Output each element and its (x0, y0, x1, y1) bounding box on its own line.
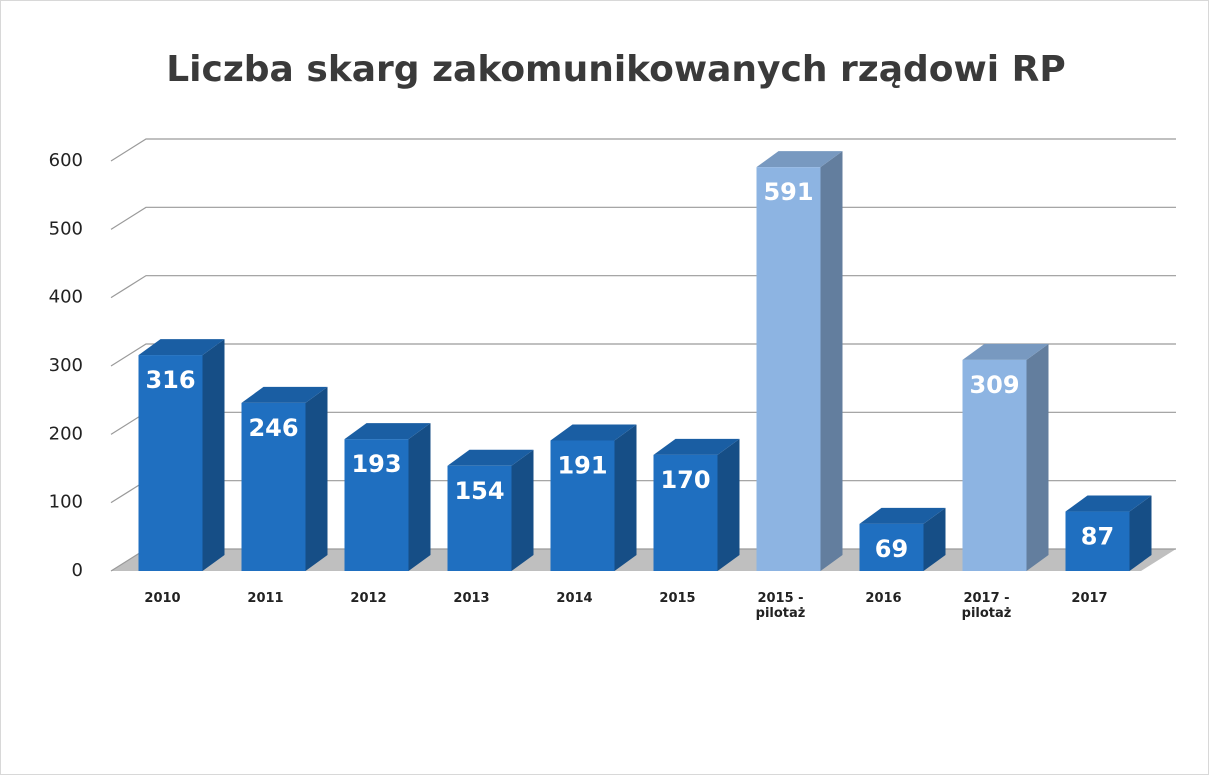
bar (1065, 511, 1130, 571)
bar (138, 355, 203, 571)
bar-top (962, 343, 1049, 360)
x-tick-label: 2017 - pilotaż (961, 591, 1012, 621)
chart-title: Liczba skarg zakomunikowanych rządowi RP (166, 49, 1066, 90)
bar-top (550, 424, 637, 441)
data-label: 170 (660, 466, 710, 494)
data-label: 87 (1081, 523, 1114, 551)
grid-line (110, 206, 1176, 230)
x-tick-label: 2015 (659, 591, 696, 606)
bar (653, 454, 718, 571)
data-label: 316 (145, 366, 195, 394)
bar (344, 439, 409, 571)
grid-line (110, 138, 1176, 162)
y-tick-label: 200 (49, 423, 83, 444)
data-label: 69 (875, 535, 908, 563)
y-tick-label: 400 (49, 287, 83, 308)
y-tick-label: 0 (72, 560, 83, 581)
bar (962, 359, 1027, 571)
data-label: 246 (248, 414, 298, 442)
bar-side (305, 386, 328, 571)
bar-top (756, 151, 843, 168)
bar (756, 167, 821, 571)
bar-top (138, 339, 225, 356)
x-tick-label: 2011 (247, 591, 284, 606)
x-tick-label: 2016 (865, 591, 902, 606)
bar-side (820, 151, 843, 571)
bar-top (241, 386, 328, 403)
bar-side (717, 438, 740, 571)
data-label: 154 (454, 477, 504, 505)
x-tick-label: 2013 (453, 591, 490, 606)
data-label: 591 (763, 178, 813, 206)
bar-side (614, 424, 637, 571)
bar (241, 402, 306, 571)
grid-line (110, 275, 1176, 299)
bar (550, 440, 615, 571)
x-tick-label: 2015 - pilotaż (755, 591, 806, 621)
y-tick-label: 500 (49, 218, 83, 239)
bar-side (202, 339, 225, 571)
bar-top (859, 507, 946, 524)
bar (859, 523, 924, 571)
x-tick-label: 2010 (144, 591, 181, 606)
data-label: 193 (351, 450, 401, 478)
bar-top (1065, 495, 1152, 512)
bar-side (1129, 495, 1152, 571)
y-tick-label: 300 (49, 355, 83, 376)
bar-top (653, 438, 740, 455)
x-tick-label: 2014 (556, 591, 593, 606)
x-tick-label: 2012 (350, 591, 387, 606)
data-label: 191 (557, 451, 607, 479)
y-tick-label: 600 (49, 150, 83, 171)
bar (447, 465, 512, 571)
x-tick-label: 2017 (1071, 591, 1108, 606)
bar-top (447, 449, 534, 466)
bar-side (408, 423, 431, 571)
bar-top (344, 423, 431, 440)
bar-side (1026, 343, 1049, 571)
data-label: 309 (969, 371, 1019, 399)
bar-side (511, 449, 534, 571)
y-tick-label: 100 (49, 492, 83, 513)
bar-side (923, 507, 946, 571)
